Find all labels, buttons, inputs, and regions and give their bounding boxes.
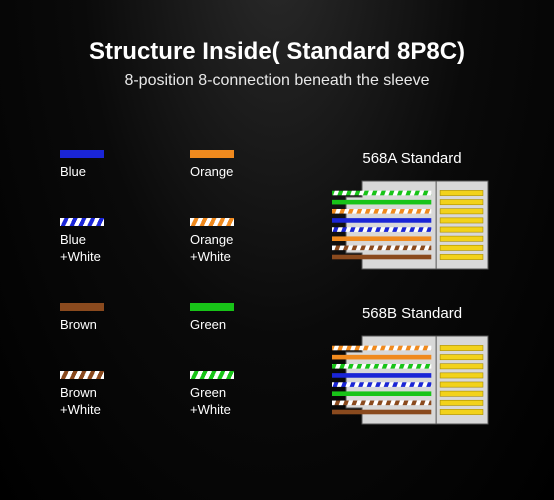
contact-pin <box>440 218 483 223</box>
contact-pin <box>440 345 483 350</box>
wire <box>332 373 431 378</box>
page-subtitle: 8-position 8-connection beneath the slee… <box>0 72 554 90</box>
color-swatch <box>60 303 104 311</box>
legend-item: Brown <box>60 303 170 345</box>
legend-item: Orange <box>190 150 300 192</box>
color-swatch <box>60 371 104 379</box>
connector-block: 568A Standard <box>300 150 524 275</box>
wire <box>332 191 431 196</box>
contact-pin <box>440 254 483 259</box>
contact-pin <box>440 409 483 414</box>
legend-item: Orange +White <box>190 218 300 277</box>
legend-item: Blue <box>60 150 170 192</box>
wire <box>332 355 431 360</box>
color-swatch <box>60 218 104 226</box>
legend-label: Brown +White <box>60 385 101 418</box>
color-swatch <box>190 150 234 158</box>
rj45-connector-icon <box>332 330 492 430</box>
color-swatch <box>190 303 234 311</box>
legend-label: Brown <box>60 317 97 333</box>
legend-item: Green +White <box>190 371 300 430</box>
wire <box>332 410 431 415</box>
wire <box>332 401 431 406</box>
legend-label: Green <box>190 317 226 333</box>
wire <box>332 200 431 205</box>
legend-label: Orange +White <box>190 232 233 265</box>
wire <box>332 255 431 260</box>
legend-label: Green +White <box>190 385 231 418</box>
connector-label: 568B Standard <box>362 305 462 322</box>
wire <box>332 246 431 251</box>
contact-pin <box>440 373 483 378</box>
contact-pin <box>440 391 483 396</box>
content-area: Blue Orange Blue +White Orange +White Brown G… <box>0 150 554 430</box>
legend-item: Blue +White <box>60 218 170 277</box>
rj45-connector-icon <box>332 175 492 275</box>
legend-label: Orange <box>190 164 233 180</box>
wire <box>332 227 431 232</box>
wire <box>332 364 431 369</box>
connector-label: 568A Standard <box>362 150 461 167</box>
connectors-column: 568A Standard 568B Standard <box>300 150 554 430</box>
legend-item: Brown +White <box>60 371 170 430</box>
contact-pin <box>440 400 483 405</box>
color-legend: Blue Orange Blue +White Orange +White Brown G… <box>0 150 300 430</box>
contact-pin <box>440 209 483 214</box>
color-swatch <box>190 371 234 379</box>
wire <box>332 346 431 351</box>
wire <box>332 391 431 396</box>
contact-pin <box>440 245 483 250</box>
contact-pin <box>440 364 483 369</box>
contact-pin <box>440 236 483 241</box>
legend-item: Green <box>190 303 300 345</box>
color-swatch <box>190 218 234 226</box>
contact-pin <box>440 227 483 232</box>
color-swatch <box>60 150 104 158</box>
contact-pin <box>440 382 483 387</box>
wire <box>332 382 431 387</box>
wire <box>332 218 431 223</box>
contact-pin <box>440 190 483 195</box>
legend-label: Blue +White <box>60 232 101 265</box>
page-title: Structure Inside( Standard 8P8C) <box>0 0 554 66</box>
contact-pin <box>440 200 483 205</box>
connector-block: 568B Standard <box>300 305 524 430</box>
wire <box>332 209 431 214</box>
contact-pin <box>440 355 483 360</box>
legend-label: Blue <box>60 164 86 180</box>
wire <box>332 236 431 241</box>
